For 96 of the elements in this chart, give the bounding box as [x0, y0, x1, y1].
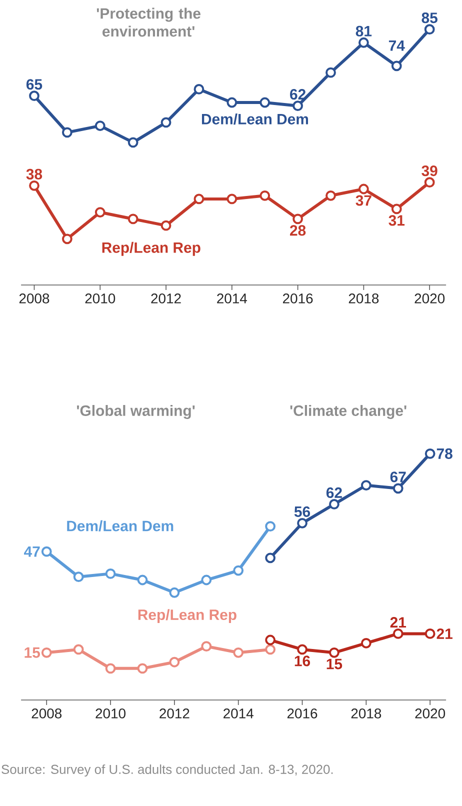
point	[160, 117, 172, 128]
data-label: 28	[290, 225, 306, 236]
point	[297, 644, 308, 655]
series-label: Dem/Lean Dem	[67, 520, 174, 532]
point	[424, 177, 435, 188]
data-label: 67	[390, 472, 406, 482]
x-tick-label: 2008	[19, 294, 50, 304]
point	[201, 574, 212, 586]
data-label: 31	[388, 215, 405, 226]
point	[260, 190, 270, 201]
data-label: 16	[294, 656, 310, 666]
data-label: 62	[326, 487, 342, 498]
point	[292, 214, 303, 224]
point	[41, 546, 52, 557]
x-tick-label: 2020	[414, 294, 445, 304]
point	[391, 204, 402, 214]
point	[358, 37, 369, 48]
point	[169, 587, 180, 598]
series-label: Rep/Lean Rep	[138, 609, 236, 624]
data-label: 85	[422, 12, 438, 24]
x-tick-label: 2016	[287, 708, 318, 718]
x-tick-label: 2010	[96, 708, 126, 718]
point	[73, 644, 84, 655]
x-tick-label: 2018	[351, 708, 382, 718]
text: 'Climate change'	[290, 405, 406, 419]
x-tick-label: 2016	[282, 294, 313, 304]
point	[265, 644, 276, 655]
point	[41, 647, 52, 658]
point	[265, 552, 276, 564]
point	[201, 641, 212, 652]
point	[391, 60, 402, 72]
point	[326, 190, 336, 201]
data-label: 74	[388, 40, 405, 51]
data-label: 39	[422, 166, 438, 176]
point	[128, 214, 138, 224]
point	[233, 647, 244, 658]
point	[137, 663, 148, 674]
data-label: 56	[294, 506, 310, 517]
x-tick-label: 2020	[415, 708, 446, 718]
point	[233, 565, 244, 576]
point	[392, 628, 404, 639]
x-tick-label: 2018	[348, 294, 379, 304]
point	[326, 67, 336, 78]
point	[137, 574, 148, 586]
point	[424, 24, 435, 35]
series-label: Dem/Lean Dem	[202, 113, 308, 125]
point	[265, 521, 276, 532]
text: 'Global warming'	[76, 405, 195, 419]
x-tick-label: 2012	[151, 294, 181, 304]
point	[292, 100, 303, 112]
x-tick-label: 2008	[32, 708, 62, 718]
point	[424, 448, 436, 459]
x-tick-label: 2010	[85, 294, 116, 304]
point	[424, 628, 436, 639]
x-tick-label: 2014	[224, 708, 254, 718]
data-label: 78	[436, 448, 452, 459]
point	[328, 499, 340, 510]
point	[105, 663, 116, 674]
data-label: 15	[326, 658, 342, 670]
data-label: 38	[26, 168, 42, 180]
chart-title: 'Protecting the environment'	[96, 8, 200, 37]
point	[392, 483, 404, 494]
point	[29, 180, 40, 191]
point	[358, 184, 369, 194]
point	[194, 84, 204, 94]
point	[265, 634, 276, 646]
point	[328, 647, 340, 658]
x-tick-label: 2012	[160, 708, 190, 718]
point	[360, 638, 372, 648]
data-label: 15	[24, 647, 40, 658]
data-label: 21	[390, 617, 406, 628]
point	[73, 572, 84, 582]
data-label: 21	[436, 628, 452, 639]
data-label: 47	[24, 546, 40, 557]
data-label: 65	[26, 79, 42, 90]
point	[160, 220, 172, 231]
point	[62, 127, 72, 138]
point	[29, 90, 40, 102]
point	[169, 656, 180, 668]
point	[62, 234, 72, 244]
point	[94, 120, 106, 131]
point	[297, 518, 308, 528]
point	[105, 568, 116, 579]
point	[260, 97, 270, 108]
series-label: Rep/Lean Rep	[102, 242, 200, 256]
data-label: 81	[356, 26, 372, 36]
x-tick-label: 2014	[217, 294, 247, 304]
point	[226, 194, 238, 204]
data-label: 62	[290, 89, 306, 100]
point	[226, 97, 238, 108]
point	[94, 207, 106, 218]
point	[128, 137, 138, 148]
point	[194, 194, 204, 204]
point	[360, 480, 372, 490]
data-label: 37	[356, 195, 372, 206]
source-note: Source: Survey of U.S. adults conducted Jan. 8-13, 2020.	[2, 764, 333, 777]
